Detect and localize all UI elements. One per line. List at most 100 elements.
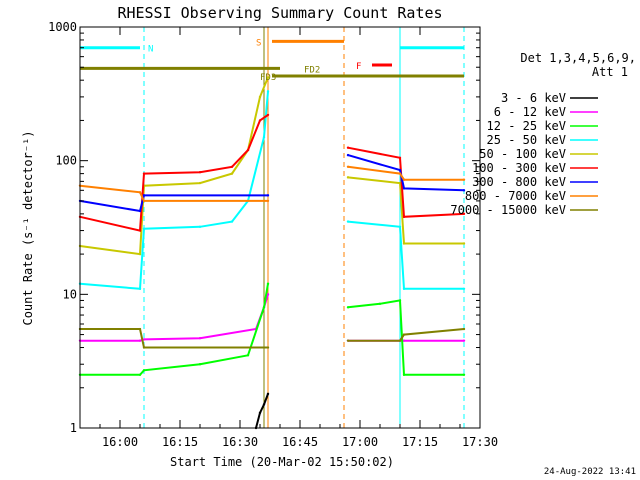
- legend-label-300-800-kev: 300 - 800 keV: [472, 175, 566, 189]
- series-300-800-kev: [78, 153, 466, 213]
- data-point-7000-15000-kev-1: [138, 327, 142, 331]
- data-point-7000-15000-kev-6: [402, 333, 406, 336]
- flag-label-f: F: [356, 62, 361, 72]
- series-800-7000-kev: [78, 165, 466, 203]
- data-point-100-300-kev-5: [246, 148, 250, 152]
- data-point-50-100-kev-9: [398, 181, 402, 185]
- data-point-12-25-kev-5: [262, 306, 266, 309]
- x-tick-label-1600: 16:00: [102, 435, 138, 449]
- y-tick-label-1: 1: [70, 421, 77, 435]
- data-point-25-50-kev-3: [198, 225, 202, 229]
- legend-label-6-12-kev: 6 - 12 keV: [494, 105, 566, 119]
- data-point-25-50-kev-6: [262, 135, 266, 139]
- data-point-300-800-kev-7: [462, 189, 466, 192]
- x-tick-label-1615: 16:15: [162, 435, 198, 449]
- series-50-100-kev: [78, 76, 466, 256]
- x-tick-label-1630: 16:30: [222, 435, 258, 449]
- series-line-100-300-kev-part-1: [79, 114, 269, 232]
- series-line-50-100-kev-part-1: [79, 77, 269, 256]
- data-point-12-25-kev-10: [402, 373, 406, 377]
- series-line-25-50-kev-part-2: [347, 220, 464, 290]
- series-100-300-kev: [78, 113, 466, 232]
- data-point-7000-15000-kev-5: [398, 339, 402, 342]
- data-point-7000-15000-kev-2: [142, 346, 146, 349]
- data-point-300-800-kev-4: [346, 153, 350, 157]
- legend-header-line-2: Att 1: [592, 65, 628, 79]
- data-point-12-25-kev-11: [462, 373, 466, 377]
- data-point-300-800-kev-6: [402, 187, 406, 190]
- data-point-100-300-kev-3: [198, 170, 202, 174]
- data-point-100-300-kev-10: [402, 215, 406, 219]
- data-point-800-7000-kev-1: [138, 191, 142, 194]
- series-line-300-800-kev-part-1: [79, 194, 268, 213]
- series-7000-15000-kev: [78, 327, 466, 349]
- legend-label-3-6-kev: 3 - 6 keV: [501, 91, 566, 105]
- x-tick-label-1715: 17:15: [402, 435, 438, 449]
- series-line-12-25-kev-part-2: [347, 299, 464, 376]
- y-tick-label-10: 10: [63, 287, 77, 301]
- series-line-6-12-kev-part-1: [80, 294, 269, 342]
- data-point-12-25-kev-3: [198, 363, 202, 366]
- data-point-100-300-kev-6: [258, 119, 262, 122]
- y-tick-label-100: 100: [55, 154, 77, 168]
- series-line-100-300-kev-part-2: [347, 146, 465, 218]
- data-point-100-300-kev-9: [398, 156, 402, 160]
- series-line-7000-15000-kev-part-1: [80, 328, 268, 349]
- plot-area: N S F FD2 FD3: [78, 27, 466, 430]
- series-line-300-800-kev-part-2: [347, 154, 465, 192]
- x-axis-label: Start Time (20-Mar-02 15:50:02): [170, 455, 394, 469]
- data-point-25-50-kev-10: [402, 287, 406, 291]
- data-point-300-800-kev-1: [138, 209, 142, 213]
- legend-label-50-100-kev: 50 - 100 keV: [479, 147, 566, 161]
- legend-label-7000-15000-kev: 7000 - 15000 keV: [450, 203, 566, 217]
- data-point-7000-15000-kev-7: [462, 327, 466, 331]
- data-point-3-6-kev-1: [258, 411, 262, 414]
- legend-label-100-300-kev: 100 - 300 keV: [472, 161, 566, 175]
- data-point-25-50-kev-7: [266, 90, 270, 93]
- data-point-800-7000-kev-5: [398, 172, 402, 175]
- series-line-800-7000-kev-part-1: [79, 184, 268, 202]
- legend-label-25-50-kev: 25 - 50 keV: [487, 133, 566, 147]
- data-point-100-300-kev-2: [142, 172, 146, 175]
- data-point-50-100-kev-1: [138, 252, 142, 256]
- flag-label-fd3: FD3: [260, 73, 276, 83]
- data-point-300-800-kev-3: [266, 194, 270, 197]
- data-point-50-100-kev-10: [402, 242, 406, 245]
- legend-label-800-7000-kev: 800 - 7000 keV: [465, 189, 566, 203]
- data-point-25-50-kev-2: [142, 227, 146, 230]
- x-tick-label-1700: 17:00: [342, 435, 378, 449]
- data-point-6-12-kev-6: [266, 293, 270, 296]
- data-point-12-25-kev-9: [398, 299, 402, 302]
- axes: 16:00 16:15 16:30 16:45 17:00 17:15 17:30 1 10 10…: [48, 20, 498, 449]
- data-point-7000-15000-kev-4: [346, 339, 350, 342]
- series-line-800-7000-kev-part-2: [347, 165, 464, 181]
- flag-label-n: N: [148, 45, 153, 55]
- data-point-25-50-kev-1: [138, 287, 142, 291]
- series-25-50-kev: [78, 90, 466, 291]
- data-point-6-12-kev-9: [402, 339, 406, 342]
- data-point-12-25-kev-4: [246, 354, 250, 357]
- data-point-100-300-kev-11: [462, 212, 466, 216]
- data-point-100-300-kev-1: [138, 229, 142, 232]
- data-point-12-25-kev-8: [378, 302, 382, 305]
- data-point-100-300-kev-4: [230, 165, 234, 168]
- flag-label-s: S: [256, 38, 261, 48]
- data-point-100-300-kev-8: [346, 146, 350, 149]
- data-point-100-300-kev-7: [266, 113, 270, 117]
- data-point-50-100-kev-8: [346, 176, 350, 179]
- series-line-3-6-kev-part-1: [255, 393, 269, 429]
- data-point-300-800-kev-5: [398, 168, 402, 172]
- data-point-12-25-kev-6: [266, 282, 270, 285]
- flag-label-fd2: FD2: [304, 65, 320, 75]
- x-tick-label-1645: 16:45: [282, 435, 318, 449]
- data-point-800-7000-kev-4: [346, 165, 350, 168]
- data-point-50-100-kev-7: [266, 76, 270, 79]
- data-point-6-12-kev-3: [198, 336, 202, 340]
- y-axis-label: Count Rate (s⁻¹ detector⁻¹): [21, 130, 35, 325]
- data-point-25-50-kev-9: [398, 225, 402, 229]
- data-point-50-100-kev-3: [198, 181, 202, 185]
- series-line-25-50-kev-part-1: [79, 91, 269, 290]
- data-point-12-25-kev-7: [346, 306, 350, 309]
- data-point-50-100-kev-4: [230, 172, 234, 175]
